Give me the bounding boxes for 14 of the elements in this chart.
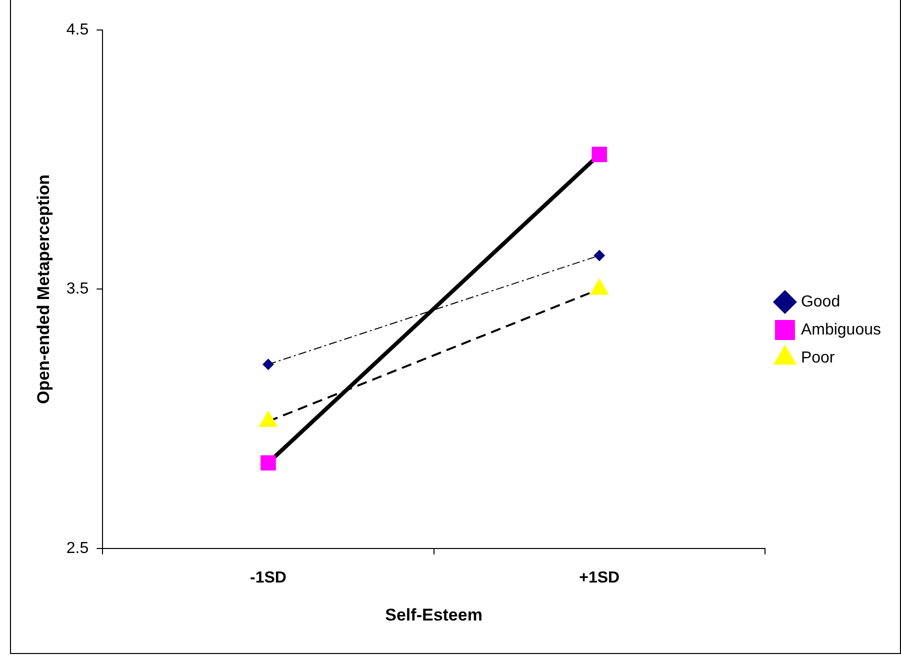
x-tick-label: +1SD (579, 569, 620, 586)
y-axis-title: Open-ended Metaperception (34, 174, 53, 404)
y-tick-label: 3.5 (66, 280, 89, 298)
legend-label: Ambiguous (800, 321, 881, 338)
legend-label: Poor (800, 349, 836, 366)
point (594, 250, 605, 262)
point (260, 455, 276, 471)
point (262, 358, 274, 370)
y-tick-label: 2.5 (66, 540, 89, 557)
point (592, 146, 608, 162)
y-tick-label: 4.5 (66, 21, 89, 38)
legend-label: Good (800, 293, 840, 310)
x-tick-label: -1SD (250, 569, 286, 586)
x-axis-title: Self-Esteem (385, 605, 482, 624)
